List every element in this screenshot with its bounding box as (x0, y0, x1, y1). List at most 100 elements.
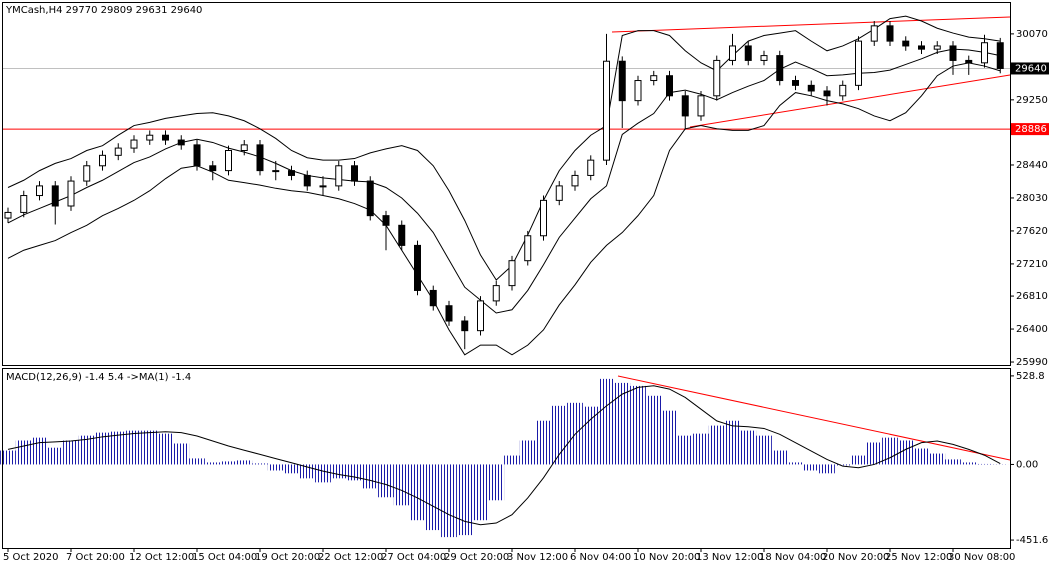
last-price-label: 29640 (1015, 63, 1047, 74)
level-label-box (1011, 123, 1049, 136)
y-tick-label: 28440 (1016, 160, 1048, 171)
candle-body (382, 215, 390, 226)
macd-bar (315, 464, 331, 483)
candle-body (508, 260, 516, 287)
macd-bar (267, 464, 284, 471)
level-label: 28886 (1015, 124, 1047, 135)
macd-bar (504, 455, 520, 465)
y-tick-label: 25990 (1016, 357, 1048, 368)
macd-bar (819, 464, 835, 474)
macd-bar (866, 442, 883, 465)
x-tick-label: 22 Oct 12:00 (318, 552, 383, 563)
price-panel (2, 2, 1011, 366)
candle-body (902, 40, 910, 47)
macd-bar (897, 440, 914, 465)
candle-body (744, 45, 752, 61)
candle-body (713, 59, 721, 97)
x-tick-label: 27 Oct 04:00 (381, 552, 446, 563)
macd-bar (63, 440, 79, 465)
candle-body (445, 305, 453, 322)
x-tick-label: 13 Nov 12:00 (696, 552, 763, 563)
macd-bar (409, 464, 426, 521)
macd-bar (960, 462, 977, 465)
macd-bar (614, 382, 631, 465)
macd-bar (787, 462, 804, 465)
candle-body (855, 40, 862, 86)
candle-body (240, 144, 248, 152)
last-price-label-box (1011, 62, 1049, 75)
candle-body (225, 150, 232, 172)
x-tick-label: 7 Oct 20:00 (66, 552, 125, 563)
x-tick-label: 29 Oct 20:00 (444, 552, 509, 563)
macd-title: MACD(12,26,9) -1.4 5.4 ->MA(1) -1.4 (6, 372, 191, 383)
macd-bar (567, 402, 583, 465)
macd-bar (425, 464, 442, 531)
candle-body (146, 134, 154, 141)
signal-line (7, 385, 1001, 526)
candle-body (587, 159, 595, 176)
macd-bar (882, 437, 898, 465)
candle-body (886, 25, 894, 42)
candle-body (130, 139, 138, 149)
y-tick-label: -451.6 (1016, 535, 1048, 546)
y-tick-label: 26400 (1016, 324, 1048, 335)
macd-bar (913, 448, 930, 465)
macd-bar (220, 461, 237, 465)
macd-bar (378, 464, 394, 498)
macd-bar (393, 464, 410, 506)
trend-line (689, 74, 1011, 128)
candle-body (776, 55, 784, 82)
x-tick-label: 19 Oct 20:00 (255, 552, 320, 563)
candle-body (20, 195, 28, 213)
macd-bar (945, 459, 961, 465)
candle-body (666, 75, 673, 97)
x-tick-label: 12 Oct 12:00 (129, 552, 194, 563)
macd-bar (236, 460, 253, 465)
macd-bar (252, 463, 268, 465)
candle-body (461, 320, 469, 332)
candle-body (319, 185, 327, 188)
y-tick-label: 28030 (1016, 193, 1048, 204)
candle-body (398, 224, 406, 246)
macd-bar (173, 443, 190, 465)
x-tick-label: 6 Nov 04:00 (570, 552, 631, 563)
macd-bar (330, 464, 347, 479)
candle-body (477, 300, 484, 332)
macd-bar (661, 410, 678, 465)
band-middle (7, 48, 1001, 314)
band-upper (7, 15, 1001, 281)
macd-bar (645, 395, 662, 465)
candle-body (288, 170, 295, 176)
candle-body (792, 80, 799, 86)
macd-bar (204, 462, 221, 465)
macd-bar (630, 385, 646, 465)
candle-body (193, 144, 201, 167)
x-tick-label: 25 Nov 12:00 (885, 552, 952, 563)
candle-body (996, 42, 1004, 69)
macd-bar (15, 440, 32, 465)
candle-body (524, 235, 532, 262)
macd-bar (693, 433, 709, 465)
candle-body (981, 42, 988, 64)
macd-bar (771, 450, 788, 465)
macd-bar (598, 378, 615, 465)
candle-body (603, 60, 610, 161)
macd-bar (535, 420, 552, 465)
candle-body (492, 285, 500, 302)
macd-bar (929, 453, 946, 465)
candle-body (555, 185, 563, 201)
macd-bar (94, 432, 111, 465)
macd-bar (126, 430, 142, 465)
candle-body (351, 165, 358, 182)
candle-body (4, 211, 12, 219)
candle-body (650, 75, 658, 82)
x-tick-label: 10 Nov 20:00 (633, 552, 700, 563)
candle-body (823, 90, 831, 97)
trend-line (617, 375, 1011, 461)
macd-bar (283, 464, 300, 474)
candle-body (918, 45, 925, 50)
candle-body (335, 165, 343, 187)
